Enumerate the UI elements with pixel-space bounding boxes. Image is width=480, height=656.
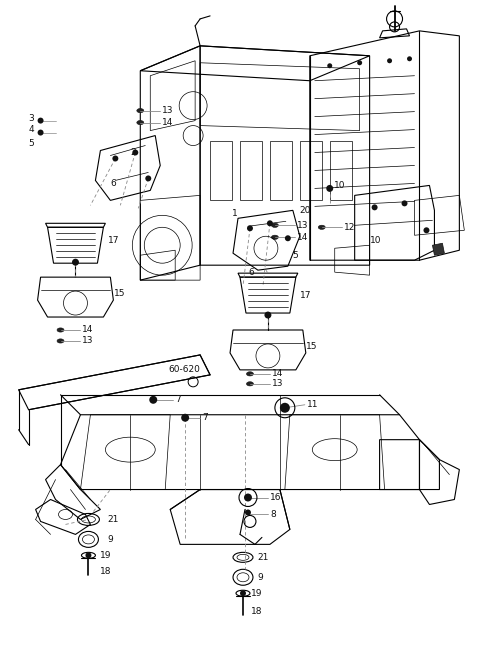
Text: 7: 7 <box>175 396 181 404</box>
Text: 4: 4 <box>29 125 34 134</box>
Ellipse shape <box>57 328 64 332</box>
Circle shape <box>240 590 246 596</box>
Text: 13: 13 <box>162 106 174 115</box>
Circle shape <box>267 220 273 226</box>
Text: 14: 14 <box>82 325 93 335</box>
Circle shape <box>285 236 291 241</box>
Text: 11: 11 <box>307 400 318 409</box>
Circle shape <box>149 396 157 404</box>
Text: 17: 17 <box>108 236 120 245</box>
Text: 13: 13 <box>272 379 283 388</box>
Text: 15: 15 <box>306 342 317 352</box>
Circle shape <box>112 155 119 161</box>
Ellipse shape <box>318 225 325 230</box>
Circle shape <box>72 258 79 266</box>
Text: 14: 14 <box>162 118 174 127</box>
Polygon shape <box>432 243 444 255</box>
Text: 19: 19 <box>251 588 263 598</box>
Circle shape <box>37 130 44 136</box>
Circle shape <box>132 150 138 155</box>
Text: 13: 13 <box>82 337 93 346</box>
Text: 12: 12 <box>344 223 355 232</box>
Text: 18: 18 <box>251 607 263 616</box>
Text: 15: 15 <box>114 289 126 298</box>
Text: 9: 9 <box>257 573 263 582</box>
Text: 5: 5 <box>29 139 35 148</box>
Ellipse shape <box>247 382 253 386</box>
Text: 14: 14 <box>272 369 283 379</box>
Ellipse shape <box>247 372 253 376</box>
Text: 5: 5 <box>292 251 298 260</box>
Ellipse shape <box>137 108 144 113</box>
Ellipse shape <box>57 339 64 343</box>
Text: 16: 16 <box>270 493 281 502</box>
Circle shape <box>357 60 362 65</box>
Circle shape <box>327 63 332 68</box>
Circle shape <box>402 200 408 207</box>
Ellipse shape <box>271 223 278 228</box>
Circle shape <box>145 175 151 182</box>
Text: 9: 9 <box>108 535 113 544</box>
Ellipse shape <box>271 235 278 239</box>
Circle shape <box>423 227 430 234</box>
Circle shape <box>85 552 91 558</box>
Ellipse shape <box>137 121 144 125</box>
Circle shape <box>326 185 333 192</box>
Text: 13: 13 <box>297 221 308 230</box>
Circle shape <box>372 205 378 211</box>
Text: 8: 8 <box>270 510 276 519</box>
Circle shape <box>245 510 251 516</box>
Text: 6: 6 <box>110 179 116 188</box>
Text: 3: 3 <box>29 114 35 123</box>
Text: 60-620: 60-620 <box>168 365 200 375</box>
Text: 10: 10 <box>370 236 381 245</box>
Text: 7: 7 <box>202 413 208 422</box>
Text: 21: 21 <box>108 515 119 524</box>
Text: 21: 21 <box>257 553 268 562</box>
Circle shape <box>280 403 290 413</box>
Text: 2: 2 <box>130 148 136 157</box>
Text: 19: 19 <box>100 551 112 560</box>
Text: 10: 10 <box>334 181 345 190</box>
Text: 6: 6 <box>248 268 254 277</box>
Text: 20: 20 <box>300 206 311 215</box>
Text: 18: 18 <box>100 567 112 576</box>
Circle shape <box>37 117 44 123</box>
Circle shape <box>264 312 271 319</box>
Text: 17: 17 <box>300 291 312 300</box>
Text: 14: 14 <box>297 233 308 242</box>
Circle shape <box>181 414 189 422</box>
Circle shape <box>244 493 252 501</box>
Circle shape <box>247 225 253 232</box>
Text: 1: 1 <box>232 209 238 218</box>
Circle shape <box>407 56 412 61</box>
Circle shape <box>387 58 392 63</box>
